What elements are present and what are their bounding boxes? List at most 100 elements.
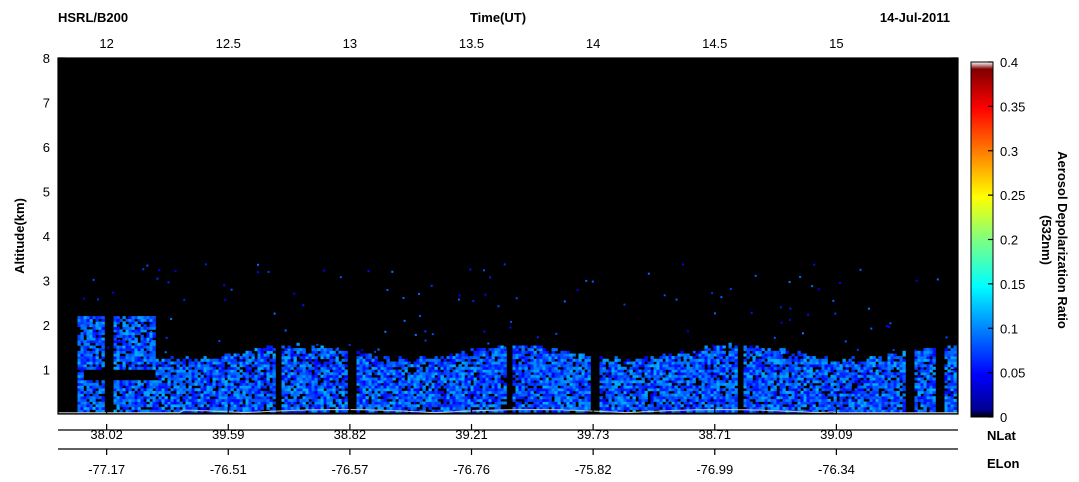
curtain-cell (650, 356, 654, 360)
curtain-cell (86, 318, 90, 322)
curtain-cell (83, 361, 87, 365)
curtain-cell (383, 401, 387, 405)
curtain-cell (713, 361, 717, 365)
curtain-cell (749, 353, 753, 357)
curtain-cell (761, 404, 765, 408)
curtain-cell (122, 332, 126, 336)
curtain-cell (842, 396, 846, 400)
curtain-cell (881, 366, 885, 370)
curtain-cell (302, 350, 306, 354)
curtain-cell (359, 390, 363, 394)
curtain-cell (641, 401, 645, 405)
curtain-cell (578, 377, 582, 381)
curtain-cell (848, 404, 852, 408)
curtain-cell (479, 396, 483, 400)
curtain-cell (878, 404, 882, 408)
curtain-cell (791, 396, 795, 400)
curtain-cell (77, 342, 81, 346)
curtain-cell (914, 350, 918, 354)
curtain-cell (749, 388, 753, 392)
curtain-cell (683, 361, 687, 365)
curtain-cell (377, 388, 381, 392)
curtain-cell (401, 366, 405, 370)
curtain-cell (212, 380, 216, 384)
curtain-cell (371, 369, 375, 373)
curtain-cell (497, 366, 501, 370)
curtain-cell (287, 388, 291, 392)
curtain-cell (128, 358, 132, 362)
curtain-cell (398, 377, 402, 381)
curtain-cell (752, 388, 756, 392)
curtain-cell (515, 350, 519, 354)
curtain-cell (245, 369, 249, 373)
curtain-cell (542, 366, 546, 370)
curtain-cell (419, 398, 423, 402)
curtain-cell (752, 406, 756, 410)
curtain-cell (530, 364, 534, 368)
curtain-cell (119, 398, 123, 402)
curtain-cell (380, 401, 384, 405)
curtain-cell (884, 396, 888, 400)
curtain-cell (857, 409, 861, 413)
curtain-cell (191, 361, 195, 365)
curtain-cell (755, 396, 759, 400)
curtain-cell (581, 356, 585, 360)
curtain-cell (203, 364, 207, 368)
curtain-cell (518, 361, 522, 365)
curtain-cell (902, 406, 906, 410)
curtain-cell (566, 396, 570, 400)
curtain-cell (689, 388, 693, 392)
curtain-cell (617, 401, 621, 405)
curtain-cell (83, 348, 87, 352)
curtain-cell (665, 380, 669, 384)
curtain-cell (344, 382, 348, 386)
curtain-cell (719, 393, 723, 397)
curtain-cell (428, 388, 432, 392)
curtain-cell (80, 350, 84, 354)
curtain-cell (818, 372, 822, 376)
curtain-cell (545, 377, 549, 381)
curtain-cell (206, 380, 210, 384)
curtain-cell (248, 382, 252, 386)
curtain-cell (428, 364, 432, 368)
curtain-cell (113, 382, 117, 386)
curtain-cell (728, 404, 732, 408)
curtain-cell (464, 380, 468, 384)
curtain-cell (770, 356, 774, 360)
curtain-cell (671, 356, 675, 360)
curtain-cell (452, 382, 456, 386)
curtain-cell (158, 369, 162, 373)
curtain-cell (755, 385, 759, 389)
curtain-cell (317, 404, 321, 408)
curtain-cell (788, 356, 792, 360)
curtain-cell (161, 374, 165, 378)
curtain-cell (101, 396, 105, 400)
curtain-cell (620, 404, 624, 408)
curtain-cell (308, 380, 312, 384)
curtain-cell (335, 396, 339, 400)
curtain-cell (725, 390, 729, 394)
curtain-cell (719, 369, 723, 373)
curtain-cell (329, 372, 333, 376)
curtain-cell (785, 390, 789, 394)
curtain-cell (659, 356, 663, 360)
curtain-cell (182, 361, 186, 365)
curtain-cell (758, 396, 762, 400)
curtain-cell (422, 401, 426, 405)
curtain-cell (824, 377, 828, 381)
curtain-cell (527, 393, 531, 397)
curtain-cell (515, 377, 519, 381)
curtain-cell (206, 404, 210, 408)
curtain-cell (731, 390, 735, 394)
curtain-cell (698, 358, 702, 362)
curtain-cell (743, 404, 747, 408)
curtain-cell (95, 353, 99, 357)
curtain-cell (377, 366, 381, 370)
curtain-cell (557, 377, 561, 381)
curtain-cell (95, 350, 99, 354)
curtain-cell (584, 356, 588, 360)
curtain-cell (617, 409, 621, 413)
curtain-cell (257, 374, 261, 378)
curtain-cell (488, 348, 492, 352)
curtain-cell (338, 369, 342, 373)
